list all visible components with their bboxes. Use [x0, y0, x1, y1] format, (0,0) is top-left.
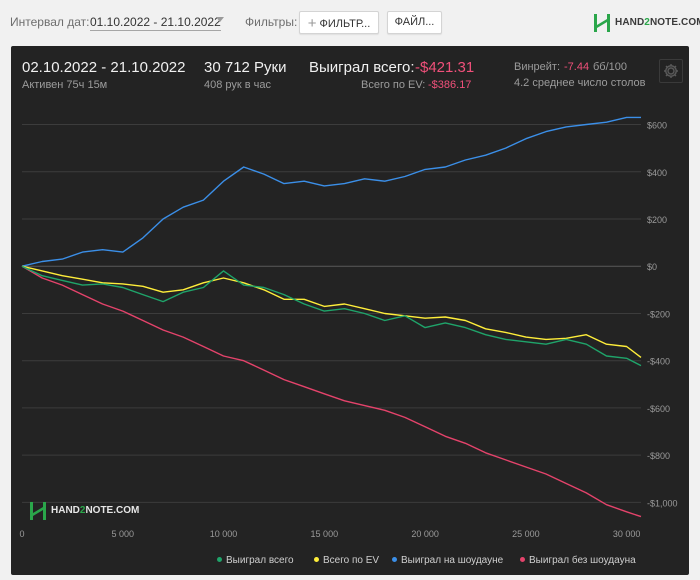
series-line-3: [21, 265, 642, 518]
y-tick-label: -$200: [647, 309, 670, 319]
summary-won-label: Выиграл всего:: [309, 59, 415, 76]
winnings-graph[interactable]: $600 $400 $200 $0 -$200 -$400 -$600 -$800 -$1,00…: [11, 46, 689, 575]
x-tick-label: 30 000: [613, 529, 641, 539]
y-tick-label: -$800: [647, 451, 670, 461]
plus-icon: +: [307, 15, 317, 32]
date-interval-picker[interactable]: 01.10.2022 - 21.10.2022: [90, 15, 221, 31]
legend-label: Выиграл на шоудауне: [401, 555, 504, 566]
summary-hands: 30 712 Руки: [204, 59, 287, 76]
graph-panel: 02.10.2022 - 21.10.2022 Активен 75ч 15м …: [11, 46, 689, 575]
summary-active-time: Активен 75ч 15м: [22, 79, 108, 91]
legend-item[interactable]: Выиграл без шоудауна: [520, 555, 636, 566]
summary-tables: 4.2 среднее число столов: [514, 77, 646, 89]
hand2note-watermark-icon: [30, 502, 46, 520]
legend-dot-icon: [520, 557, 525, 562]
y-tick-label: $0: [647, 262, 657, 272]
file-button-label: ФАЙЛ...: [394, 16, 435, 28]
y-tick-label: -$1,000: [647, 498, 678, 508]
legend-label: Выиграл без шоудауна: [529, 555, 636, 566]
legend-dot-icon: [392, 557, 397, 562]
settings-button[interactable]: [659, 59, 683, 83]
summary-hands-per-hour: 408 рук в час: [204, 79, 272, 91]
series-line-1: [21, 265, 642, 358]
legend-dot-icon: [217, 557, 222, 562]
brand-logo: HAND2NOTE.COM: [593, 13, 700, 33]
filter-button[interactable]: + ФИЛЬТР...: [299, 11, 379, 34]
summary-ev-label: Всего по EV:: [361, 79, 426, 91]
filter-button-label: ФИЛЬТР...: [319, 18, 371, 30]
legend-label: Выиграл всего: [226, 555, 294, 566]
hand2note-logo-icon: [594, 14, 610, 32]
gear-icon: [664, 64, 678, 78]
legend-item[interactable]: Выиграл всего: [217, 555, 294, 566]
summary-date-range: 02.10.2022 - 21.10.2022: [22, 59, 186, 76]
watermark-logo: HAND2NOTE.COM: [29, 501, 139, 521]
x-tick-label: 25 000: [512, 529, 540, 539]
chevron-down-icon[interactable]: [216, 17, 224, 22]
legend-item[interactable]: Всего по EV: [314, 555, 379, 566]
summary-ev-value: -$386.17: [428, 79, 472, 91]
brand-text: HAND2NOTE.COM: [615, 17, 700, 28]
legend-item[interactable]: Выиграл на шоудауне: [392, 555, 503, 566]
y-tick-label: -$400: [647, 357, 670, 367]
y-tick-label: $600: [647, 121, 667, 131]
file-button[interactable]: ФАЙЛ...: [387, 11, 442, 34]
x-tick-label: 0: [19, 529, 24, 539]
series-line-2: [21, 116, 641, 267]
summary-winrate-value: -7.44: [564, 61, 590, 73]
legend-label: Всего по EV: [323, 555, 380, 566]
series-line-0: [21, 265, 642, 367]
y-tick-label: $200: [647, 215, 667, 225]
x-tick-label: 5 000: [112, 529, 135, 539]
x-tick-label: 15 000: [311, 529, 339, 539]
watermark-text: HAND2NOTE.COM: [51, 505, 140, 516]
summary-won-value: -$421.31: [415, 59, 475, 76]
filters-label: Фильтры:: [245, 15, 298, 29]
date-interval-label: Интервал дат:: [10, 15, 90, 29]
y-tick-label: -$600: [647, 404, 670, 414]
x-tick-label: 20 000: [411, 529, 439, 539]
toolbar: Интервал дат: 01.10.2022 - 21.10.2022 Фи…: [0, 0, 700, 44]
legend-dot-icon: [314, 557, 319, 562]
summary-winrate-label: Винрейт:: [514, 61, 561, 73]
y-tick-label: $400: [647, 168, 667, 178]
summary-winrate-unit: бб/100: [593, 61, 628, 73]
x-tick-label: 10 000: [210, 529, 238, 539]
